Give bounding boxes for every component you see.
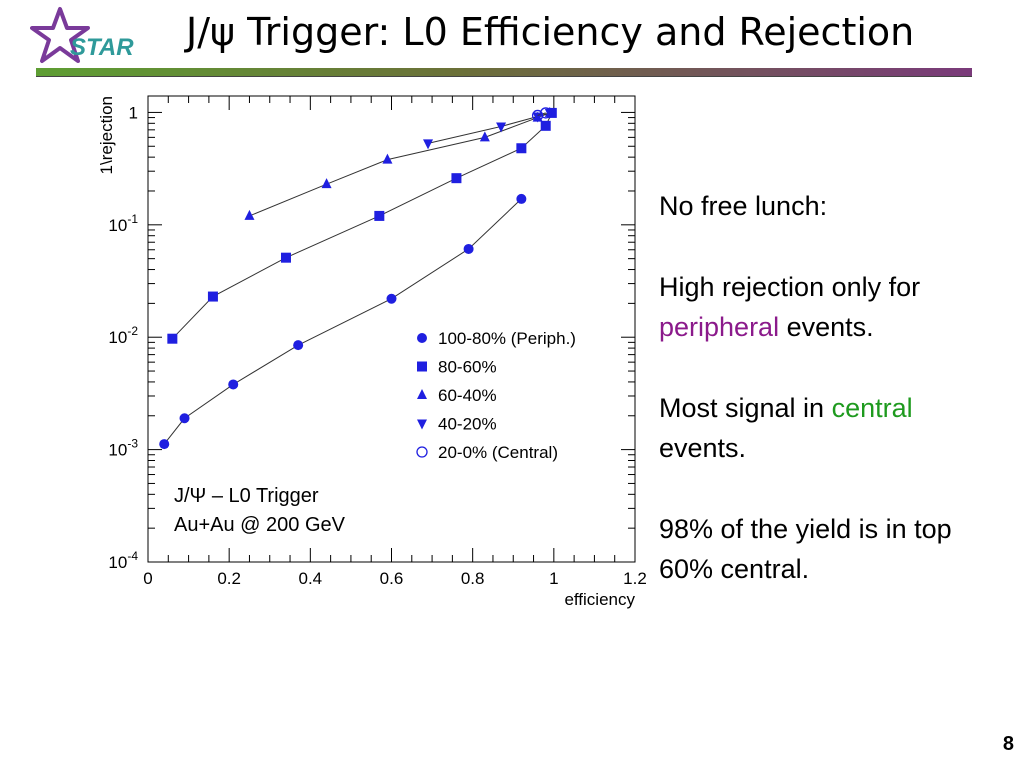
x-tick-label: 0.2 xyxy=(217,569,241,588)
series-4-point xyxy=(540,107,552,119)
series-0-point xyxy=(228,379,239,390)
legend-marker xyxy=(417,333,427,343)
y-tick-label: 10-2 xyxy=(108,324,138,347)
note-yield: 98% of the yield is in top 60% central. xyxy=(659,514,952,584)
series-1-point xyxy=(516,143,527,154)
x-tick-label: 0.8 xyxy=(461,569,485,588)
series-0-point xyxy=(159,439,170,450)
series-line-4 xyxy=(537,112,546,116)
y-axis-label: 1\rejection xyxy=(97,96,116,174)
x-tick-label: 0.6 xyxy=(380,569,404,588)
series-2-point xyxy=(244,209,255,220)
series-3-point xyxy=(496,122,507,133)
series-line-3 xyxy=(427,112,550,144)
chart-annotation: Au+Au @ 200 GeV xyxy=(174,514,346,536)
note-most-signal-text: Most signal in xyxy=(659,393,832,423)
note-most-signal: Most signal in central events. xyxy=(659,388,1009,468)
series-line-1 xyxy=(171,112,553,340)
legend-marker xyxy=(417,389,427,399)
legend-marker xyxy=(417,419,427,430)
legend-label: 60-40% xyxy=(438,386,497,405)
note-no-free-lunch: No free lunch: xyxy=(659,191,828,221)
note-high-rejection-tail: events. xyxy=(779,312,874,342)
note-central-highlight: central xyxy=(831,393,913,423)
slide-title: J/ψ Trigger: L0 Efficiency and Rejection xyxy=(186,10,915,54)
legend-label: 20-0% (Central) xyxy=(438,443,558,462)
efficiency-rejection-chart: 0 0.2 0.4 0.6 0.8 1 1.2 1 10-1 10-2 10-3 10-4 effici… xyxy=(97,95,647,609)
x-tick-label: 1.2 xyxy=(623,569,647,588)
note-peripheral-highlight: peripheral xyxy=(659,312,780,342)
x-tick-label: 0.4 xyxy=(299,569,323,588)
star-logo: STAR xyxy=(30,7,134,63)
series-1-point xyxy=(540,120,551,131)
legend-label: 80-60% xyxy=(438,358,497,377)
y-tick-label: 10-3 xyxy=(108,437,138,460)
series-3-point xyxy=(423,139,434,150)
chart-annotation: J/Ψ – L0 Trigger xyxy=(174,485,319,507)
series-0-point xyxy=(516,193,527,204)
title-underline-bar xyxy=(36,68,972,76)
series-3-point xyxy=(544,108,555,119)
legend-marker xyxy=(417,361,427,372)
series-line-0 xyxy=(163,198,522,445)
legend-label: 40-20% xyxy=(438,415,497,434)
series-0-point xyxy=(386,293,397,304)
series-0-point xyxy=(293,340,304,351)
series-2-point xyxy=(479,131,490,142)
series-1-point xyxy=(207,291,218,302)
series-4-point xyxy=(531,109,544,122)
series-0-point xyxy=(179,413,190,424)
note-high-rejection-text: High rejection only for xyxy=(659,272,921,302)
y-tick-label: 10-4 xyxy=(108,549,138,572)
title-underline-rule xyxy=(36,76,972,77)
series-0-point xyxy=(463,243,474,254)
x-axis-label: efficiency xyxy=(564,590,635,609)
page-number: 8 xyxy=(1002,733,1014,755)
legend-marker xyxy=(416,446,428,458)
notes-panel: No free lunch: High rejection only for p… xyxy=(659,186,1009,630)
x-tick-label: 1 xyxy=(549,569,558,588)
star-icon xyxy=(30,7,90,63)
series-1-point xyxy=(374,210,385,221)
series-1-point xyxy=(167,333,178,344)
y-tick-label: 10-1 xyxy=(108,212,138,235)
series-line-2 xyxy=(249,112,550,217)
series-1-point xyxy=(280,252,291,263)
y-tick-label: 1 xyxy=(129,103,138,122)
series-1-point xyxy=(451,173,462,184)
series-2-point xyxy=(321,178,332,189)
note-most-signal-tail: events. xyxy=(659,433,747,463)
legend-label: 100-80% (Periph.) xyxy=(438,329,576,348)
logo-text: STAR xyxy=(70,34,134,61)
series-2-point xyxy=(382,153,393,164)
note-high-rejection: High rejection only for peripheral event… xyxy=(659,267,1009,347)
x-tick-label: 0 xyxy=(143,569,152,588)
